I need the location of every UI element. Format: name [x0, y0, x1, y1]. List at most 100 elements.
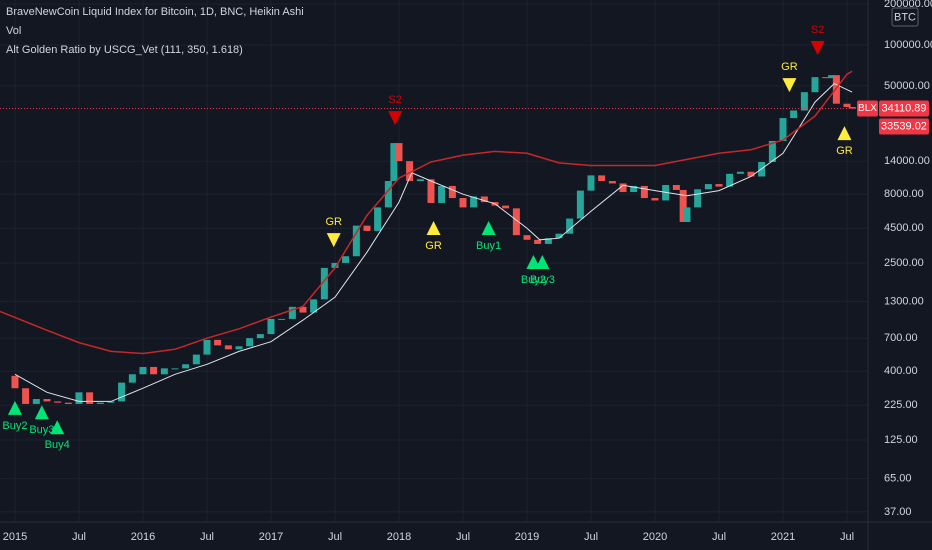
- chart-title: BraveNewCoin Liquid Index for Bitcoin, 1…: [6, 6, 304, 18]
- signal-marker: [535, 255, 550, 270]
- candle: [679, 189, 687, 222]
- candle: [256, 334, 264, 339]
- signal-marker: [782, 78, 797, 93]
- y-tick-label: 225.00: [884, 399, 918, 411]
- candle: [619, 183, 627, 193]
- symbol-tag: [857, 100, 878, 117]
- candle: [630, 185, 638, 193]
- candle: [800, 92, 808, 111]
- candle: [331, 262, 339, 268]
- signal-marker: [526, 255, 541, 270]
- candle: [736, 171, 744, 174]
- axes: 200000.00 100000.00 50000.00 14000.00 8000.0…: [3, 0, 932, 543]
- signal-label: S2: [811, 24, 824, 36]
- candle: [54, 401, 62, 403]
- candle: [811, 77, 819, 93]
- candle: [342, 256, 350, 263]
- candle: [651, 198, 659, 201]
- signal-label: Buy2: [521, 274, 546, 286]
- candle: [566, 218, 574, 234]
- candle: [384, 181, 392, 208]
- candle: [267, 318, 275, 335]
- candle: [278, 318, 286, 320]
- candle: [150, 366, 158, 375]
- y-tick-label: 125.00: [884, 434, 918, 446]
- candle: [11, 375, 19, 389]
- signal-marker: [50, 420, 65, 435]
- signal-label: Buy2: [2, 420, 27, 432]
- signal-label: GR: [325, 216, 342, 228]
- candle: [848, 106, 856, 109]
- candle: [320, 267, 328, 300]
- candle: [832, 75, 840, 104]
- candle: [182, 364, 190, 369]
- candle: [86, 392, 94, 404]
- candle: [160, 368, 168, 375]
- signal-marker: [34, 405, 49, 420]
- symbol-box[interactable]: [891, 7, 919, 27]
- candle: [395, 143, 403, 162]
- x-tick-label: 2016: [131, 531, 155, 543]
- price-tag-label: 33539.02: [881, 120, 927, 132]
- candle: [352, 225, 360, 257]
- y-tick-label: 50000.00: [884, 80, 930, 92]
- x-tick-label: Jul: [72, 531, 86, 543]
- symbol-label[interactable]: BTC: [894, 11, 916, 23]
- price-tag: [879, 118, 929, 135]
- x-tick-label: 2020: [643, 531, 667, 543]
- y-tick-label: 65.00: [884, 473, 912, 485]
- signal-marker: [426, 220, 441, 235]
- candle: [32, 399, 40, 404]
- x-tick-label: Jul: [584, 531, 598, 543]
- signal-label: S2: [388, 94, 401, 106]
- candle: [694, 189, 702, 208]
- y-tick-label: 700.00: [884, 332, 918, 344]
- candle: [64, 402, 72, 404]
- candle: [416, 179, 424, 182]
- candle: [768, 140, 776, 162]
- candle: [480, 196, 488, 203]
- signal-label: Buy3: [29, 424, 54, 436]
- candle: [128, 374, 136, 383]
- candle: [672, 185, 680, 190]
- candle: [822, 77, 830, 79]
- price-tag-label: 34110.89: [881, 102, 926, 114]
- candle: [555, 233, 563, 239]
- candle: [747, 171, 755, 177]
- price-tag: [879, 100, 929, 117]
- y-tick-label: 1300.00: [884, 296, 924, 308]
- candle: [459, 198, 467, 208]
- candle: [726, 173, 734, 187]
- candle: [96, 402, 104, 404]
- signal-label: Buy3: [530, 274, 555, 286]
- x-tick-label: Jul: [200, 531, 214, 543]
- candle: [523, 235, 531, 240]
- candle: [427, 179, 435, 203]
- signal-label: Buy1: [476, 240, 501, 252]
- candle: [363, 225, 371, 231]
- candle: [715, 184, 723, 187]
- candle: [288, 306, 296, 319]
- y-tick-label: 200000.00: [884, 0, 932, 10]
- candle: [224, 345, 232, 350]
- x-tick-label: 2019: [515, 531, 539, 543]
- y-tick-label: 2500.00: [884, 257, 924, 269]
- y-tick-label: 4500.00: [884, 222, 924, 234]
- candle: [534, 239, 542, 244]
- candle: [107, 401, 115, 403]
- ma-line: [14, 82, 853, 402]
- candle: [235, 346, 243, 350]
- candle: [683, 207, 691, 222]
- candle: [587, 175, 595, 191]
- x-tick-label: Jul: [328, 531, 342, 543]
- signal-label: Buy4: [45, 439, 70, 451]
- signal-marker: [810, 40, 825, 55]
- candle: [608, 181, 616, 184]
- y-tick-label: 400.00: [884, 365, 918, 377]
- x-tick-label: 2018: [387, 531, 411, 543]
- signal-marker: [388, 111, 403, 126]
- signal-marker: [481, 220, 496, 235]
- candle: [448, 185, 456, 199]
